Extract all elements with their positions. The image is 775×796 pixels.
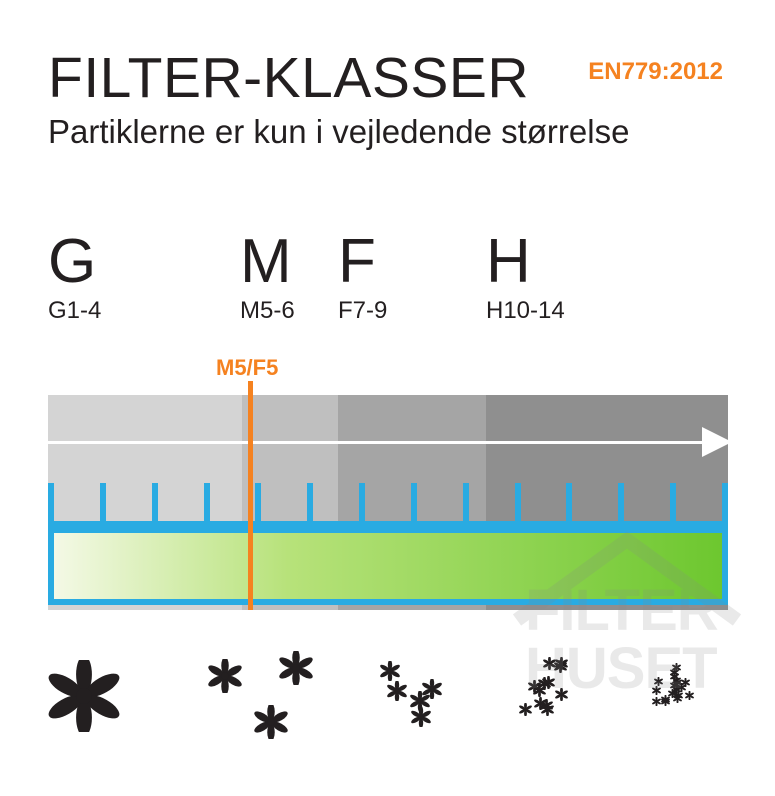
class-letter: G	[48, 231, 101, 293]
asterisk-icon	[48, 660, 120, 732]
subtitle: Partiklerne er kun i vejledende størrels…	[48, 113, 727, 151]
tick	[359, 483, 365, 521]
tick	[307, 483, 313, 521]
class-range: F7-9	[338, 297, 387, 325]
asterisk-icon	[411, 707, 431, 727]
asterisk-icon	[380, 661, 400, 681]
tick	[411, 483, 417, 521]
tick	[722, 483, 728, 521]
tick	[152, 483, 158, 521]
tick	[618, 483, 624, 521]
tick	[566, 483, 572, 521]
class-range: G1-4	[48, 297, 101, 325]
asterisk-icon	[554, 660, 567, 673]
asterisk-icon	[208, 659, 242, 693]
class-column: F F7-9	[338, 231, 387, 325]
gradient-bar	[48, 527, 728, 605]
class-labels-row: M5/F5 GG1-4MM5-6FF7-9HH10-14	[48, 231, 727, 341]
tick	[463, 483, 469, 521]
standard-label: EN779:2012	[588, 58, 723, 86]
class-range: H10-14	[486, 297, 565, 325]
asterisk-icon	[519, 703, 532, 716]
asterisk-icon	[387, 681, 407, 701]
asterisk-icon	[674, 691, 683, 700]
tick	[670, 483, 676, 521]
tick	[204, 483, 210, 521]
class-range: M5-6	[240, 297, 295, 325]
asterisk-icon	[652, 697, 661, 706]
class-letter: M	[240, 231, 295, 293]
class-column: M M5-6	[240, 231, 295, 325]
tick-row	[48, 483, 728, 528]
page-root: FILTER-KLASSER EN779:2012 Partiklerne er…	[0, 0, 775, 796]
asterisk-icon	[654, 677, 663, 686]
asterisk-icon	[422, 679, 442, 699]
tick	[100, 483, 106, 521]
particle-group	[48, 650, 158, 760]
asterisk-icon	[540, 699, 553, 712]
arrow-head-icon	[702, 427, 732, 457]
tick	[255, 483, 261, 521]
marker-line	[248, 381, 253, 610]
marker-label: M5/F5	[216, 355, 278, 381]
filter-scale-chart	[48, 395, 728, 610]
particle-size-row	[48, 650, 728, 770]
particle-group	[508, 650, 618, 760]
class-letter: H	[486, 231, 565, 293]
particle-group	[218, 650, 328, 760]
particle-group	[638, 650, 748, 760]
class-letter: F	[338, 231, 387, 293]
class-column: H H10-14	[486, 231, 565, 325]
arrow-band	[48, 423, 728, 463]
asterisk-icon	[681, 678, 690, 687]
class-column: G G1-4	[48, 231, 101, 325]
asterisk-icon	[538, 677, 551, 690]
asterisk-icon	[685, 691, 694, 700]
tick	[48, 483, 54, 521]
asterisk-icon	[279, 651, 313, 685]
tick	[515, 483, 521, 521]
asterisk-icon	[670, 672, 679, 681]
particle-group	[378, 650, 488, 760]
header: FILTER-KLASSER EN779:2012	[48, 50, 727, 107]
asterisk-icon	[672, 663, 681, 672]
asterisk-icon	[254, 705, 288, 739]
asterisk-icon	[555, 688, 568, 701]
asterisk-icon	[652, 686, 661, 695]
arrow-line	[48, 441, 704, 444]
